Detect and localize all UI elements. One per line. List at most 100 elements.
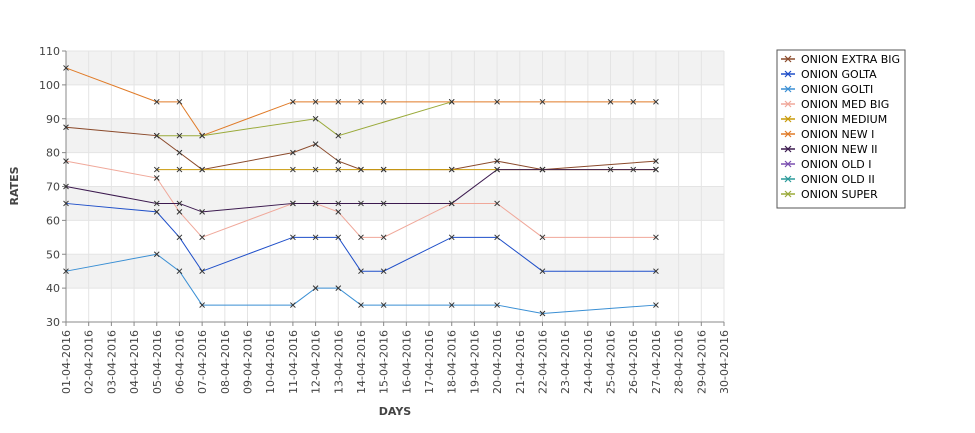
data-point-x-stroke	[539, 310, 546, 317]
data-point	[448, 166, 455, 173]
data-point-x-stroke	[630, 166, 637, 173]
legend-swatch-x	[784, 100, 792, 108]
data-point-x-stroke	[176, 268, 183, 275]
x-tick-label: 19-04-2016	[468, 330, 481, 394]
x-tick-label: 17-04-2016	[423, 330, 436, 394]
data-point	[176, 234, 183, 241]
data-point	[153, 132, 160, 139]
x-tick-label: 15-04-2016	[378, 330, 391, 394]
data-point-x-stroke	[494, 166, 500, 173]
data-point	[630, 166, 637, 173]
data-point	[380, 200, 387, 207]
legend-swatch-x	[784, 145, 792, 153]
legend-item: ONION EXTRA BIG	[781, 53, 900, 66]
data-point	[63, 158, 69, 164]
data-point	[176, 200, 183, 207]
x-tick-label: 03-04-2016	[105, 330, 118, 394]
data-point-x-stroke	[335, 158, 342, 164]
legend-item: ONION MEDIUM	[781, 113, 887, 126]
y-tick-label: 110	[39, 45, 60, 58]
data-point-x-stroke	[380, 234, 387, 241]
data-point	[312, 200, 319, 207]
data-point	[607, 166, 614, 173]
data-point-x-stroke	[335, 200, 342, 207]
legend-swatch-x	[784, 85, 792, 93]
series-markers	[63, 65, 659, 317]
legend-swatch-x	[784, 115, 792, 123]
x-tick-label: 07-04-2016	[196, 330, 209, 394]
data-point	[199, 302, 205, 308]
data-point	[176, 149, 183, 156]
y-axis-title: RATES	[8, 166, 21, 205]
data-point-x-stroke	[290, 98, 296, 105]
data-point	[380, 98, 387, 105]
data-point	[312, 141, 319, 148]
data-point-x-stroke	[290, 234, 296, 241]
data-point-x-stroke	[176, 149, 183, 156]
data-point-x-stroke	[312, 285, 319, 291]
data-point	[630, 98, 637, 105]
data-point	[312, 234, 319, 241]
data-point-x-stroke	[153, 98, 160, 105]
x-tick-label: 28-04-2016	[673, 330, 686, 394]
x-tick-label: 13-04-2016	[332, 330, 345, 394]
x-tick-label: 23-04-2016	[559, 330, 572, 394]
x-tick-label: 24-04-2016	[582, 330, 595, 394]
data-point	[153, 166, 160, 173]
data-point	[380, 302, 387, 308]
legend-item: ONION MED BIG	[781, 98, 889, 111]
y-tick-label: 50	[46, 248, 60, 261]
data-point-x-stroke	[448, 98, 455, 105]
data-point-x-stroke	[448, 200, 455, 207]
data-point	[290, 200, 296, 207]
data-point-x-stroke	[153, 166, 160, 173]
legend-item: ONION GOLTI	[781, 83, 873, 96]
x-tick-label: 30-04-2016	[718, 330, 731, 394]
data-point	[494, 234, 500, 241]
data-point-x-stroke	[199, 209, 205, 215]
data-point	[290, 302, 296, 308]
data-point	[312, 285, 319, 291]
y-axis-ticks: 30 40 50 60 70 80 90 100 110	[39, 45, 66, 329]
data-point	[176, 268, 183, 275]
data-point	[63, 200, 69, 207]
data-point	[380, 268, 387, 275]
legend-label: ONION MED BIG	[801, 98, 889, 111]
data-point	[380, 166, 387, 173]
data-point	[335, 285, 342, 291]
data-point-x-stroke	[335, 285, 342, 291]
data-point-x-stroke	[176, 200, 183, 207]
data-point	[539, 310, 546, 317]
data-point-x-stroke	[358, 302, 364, 308]
series-line	[156, 101, 452, 137]
data-point	[358, 268, 364, 275]
data-point	[335, 166, 342, 173]
legend-label: ONION SUPER	[801, 188, 878, 201]
x-tick-label: 20-04-2016	[491, 330, 504, 394]
y-tick-label: 100	[39, 79, 60, 92]
data-point	[448, 98, 455, 105]
data-point	[312, 166, 319, 173]
data-point	[653, 268, 659, 275]
data-point	[494, 166, 500, 173]
legend-label: ONION OLD I	[801, 158, 872, 171]
x-tick-label: 14-04-2016	[355, 330, 368, 394]
data-point-x-stroke	[199, 166, 205, 173]
data-point-x-stroke	[494, 158, 500, 164]
data-point-x-stroke	[199, 268, 205, 275]
data-point	[653, 302, 659, 308]
y-tick-label: 70	[46, 181, 60, 194]
x-tick-label: 10-04-2016	[264, 330, 277, 394]
data-point	[176, 98, 183, 105]
data-point	[63, 183, 69, 190]
data-point-x-stroke	[607, 98, 614, 105]
legend-item: ONION NEW II	[781, 143, 878, 156]
y-tick-label: 30	[46, 316, 60, 329]
data-point-x-stroke	[290, 149, 296, 156]
legend-label: ONION MEDIUM	[801, 113, 887, 126]
data-point-x-stroke	[290, 166, 296, 173]
x-tick-label: 29-04-2016	[695, 330, 708, 394]
data-point	[494, 158, 500, 164]
data-point-x-stroke	[153, 251, 160, 258]
